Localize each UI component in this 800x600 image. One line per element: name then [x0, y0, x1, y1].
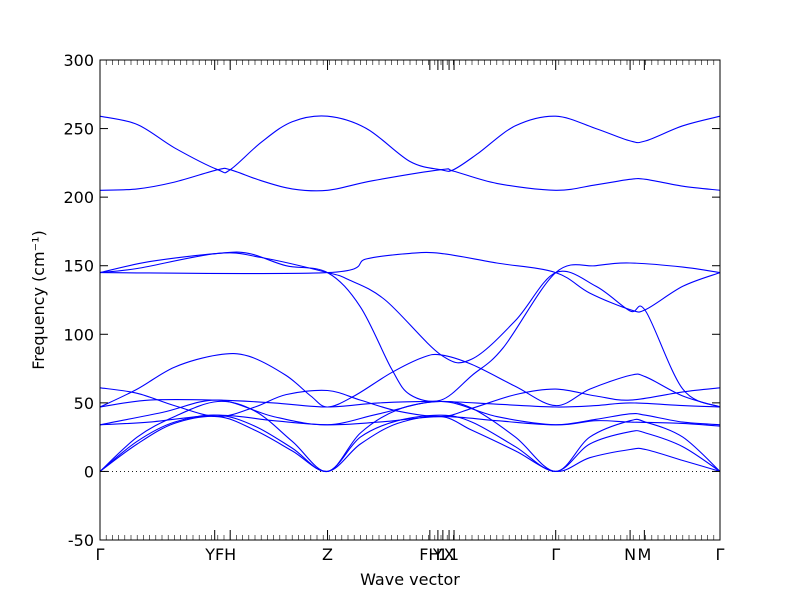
plot-frame	[99, 59, 721, 541]
band-8	[99, 398, 721, 408]
x-tick-label: 1	[449, 545, 459, 564]
x-tick-label: Γ	[716, 545, 725, 564]
x-tick-label: FH	[419, 545, 440, 564]
x-tick-label: X	[444, 545, 455, 564]
x-tick-label: Z	[322, 545, 333, 564]
y-axis-label: Frequency (cm⁻¹)	[29, 230, 48, 369]
y-tick-label: 100	[63, 325, 94, 344]
band-1	[99, 415, 721, 472]
x-tick-label: M	[637, 545, 651, 564]
x-tick-label: Γ	[551, 545, 560, 564]
x-tick-label: N	[624, 545, 636, 564]
band-10	[99, 252, 721, 408]
y-tick-label: 0	[84, 462, 94, 481]
bands-layer	[99, 115, 721, 472]
y-tick-label: 250	[63, 120, 94, 139]
x-tick-label: YF	[204, 545, 224, 564]
y-tick-label: 300	[63, 51, 94, 70]
y-tick-label: -50	[68, 531, 94, 550]
band-4	[99, 412, 721, 426]
y-tick-label: 200	[63, 188, 94, 207]
band-6	[99, 387, 721, 418]
band-7	[99, 353, 721, 408]
y-tick-label: 150	[63, 257, 94, 276]
band-11	[99, 251, 721, 313]
x-tick-label: 1	[438, 545, 448, 564]
x-tick-label: Γ	[96, 545, 105, 564]
band-13	[99, 115, 721, 174]
x-tick-label: H	[224, 545, 236, 564]
y-axis: -50 0 50 100 150 200 250 300	[63, 51, 720, 550]
band-9	[99, 251, 721, 402]
band-12	[99, 167, 721, 192]
x-tick-label: Y	[432, 545, 443, 564]
minor-ticks-layer	[99, 60, 721, 540]
band-2	[99, 414, 721, 472]
x-axis-label: Wave vector	[360, 570, 460, 589]
y-tick-label: 50	[74, 394, 94, 413]
